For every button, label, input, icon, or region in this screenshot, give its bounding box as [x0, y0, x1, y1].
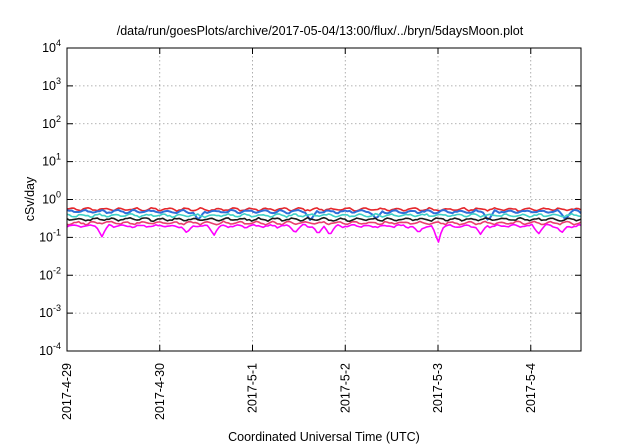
y-tick-base: 10 — [42, 79, 56, 93]
series-line — [66, 216, 582, 223]
y-tick-exponent: -1 — [53, 227, 61, 237]
data-series — [66, 206, 582, 243]
x-axis: 2017-4-29 2017-4-30 2017-5-1 2017-5-2 2017-5… — [60, 48, 538, 420]
y-tick-label: 104 — [42, 38, 61, 55]
y-tick-base: 10 — [39, 344, 53, 358]
y-tick-label: 10-3 — [39, 303, 61, 320]
y-tick-exponent: -2 — [53, 265, 61, 275]
y-tick-base: 10 — [42, 193, 56, 207]
y-tick-exponent: -4 — [53, 341, 61, 351]
series-line — [66, 223, 582, 243]
y-tick-base: 10 — [39, 306, 53, 320]
y-tick-exponent: -3 — [53, 303, 61, 313]
y-tick-label: 101 — [42, 152, 61, 169]
x-tick-label: 2017-5-2 — [338, 363, 352, 413]
grid-lines — [67, 48, 581, 351]
y-tick-label: 103 — [42, 76, 61, 93]
y-tick-exponent: 2 — [56, 114, 61, 124]
series-line — [66, 220, 582, 226]
x-axis-label: Coordinated Universal Time (UTC) — [228, 430, 420, 444]
y-tick-label: 10-4 — [39, 341, 61, 358]
y-tick-base: 10 — [42, 155, 56, 169]
x-tick-label: 2017-4-29 — [60, 363, 74, 420]
chart-title: /data/run/goesPlots/archive/2017-05-04/1… — [117, 24, 524, 38]
y-tick-exponent: 0 — [56, 190, 61, 200]
y-tick-label: 10-2 — [39, 265, 61, 282]
y-tick-label: 10-1 — [39, 227, 61, 244]
x-tick-label: 2017-5-4 — [524, 363, 538, 413]
y-tick-base: 10 — [39, 230, 53, 244]
y-tick-label: 100 — [42, 190, 61, 207]
y-tick-label: 102 — [42, 114, 61, 131]
x-tick-label: 2017-4-30 — [153, 363, 167, 420]
series-line — [66, 212, 582, 219]
y-tick-base: 10 — [39, 268, 53, 282]
y-axis-label: cSv/day — [23, 176, 37, 221]
y-tick-base: 10 — [42, 41, 56, 55]
y-tick-base: 10 — [42, 117, 56, 131]
series-line — [66, 206, 582, 212]
x-tick-label: 2017-5-3 — [431, 363, 445, 413]
y-tick-exponent: 4 — [56, 38, 61, 48]
series-line — [66, 208, 582, 221]
x-tick-label: 2017-5-1 — [246, 363, 260, 413]
y-tick-exponent: 3 — [56, 76, 61, 86]
y-tick-exponent: 1 — [56, 152, 61, 162]
